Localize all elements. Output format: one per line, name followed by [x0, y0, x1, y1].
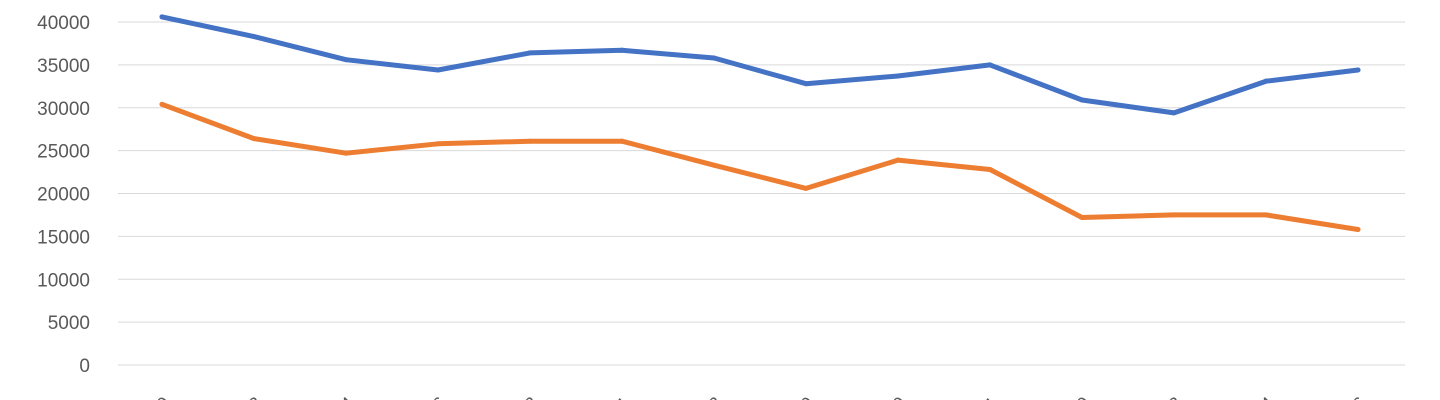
series-line-2: [159, 101, 1361, 232]
x-tick-label: 0: [153, 393, 174, 400]
x-axis-ticks: 03468189010346: [153, 393, 1370, 400]
series-1-point: [251, 34, 257, 40]
series-1-point: [1171, 110, 1177, 116]
x-tick-label: 4: [337, 393, 358, 400]
x-tick-label: 9: [797, 393, 818, 400]
y-tick-label: 30000: [37, 99, 90, 120]
series-2-point: [1079, 215, 1085, 221]
y-tick-label: 5000: [48, 313, 90, 334]
x-tick-label: 0: [889, 393, 910, 400]
series-2-point: [711, 162, 717, 168]
y-axis-ticks: 0 5000 10000 15000 20000 25000 30000 35000 40000: [37, 13, 90, 377]
series-1-point: [1263, 78, 1269, 84]
series-lines: [159, 14, 1361, 233]
series-1-point: [343, 57, 349, 63]
x-tick-label: 8: [521, 393, 542, 400]
x-tick-label: 1: [981, 393, 1002, 400]
series-1-point: [1355, 67, 1361, 73]
series-1-point: [1079, 97, 1085, 103]
x-tick-label: 6: [1349, 393, 1370, 400]
series-1-point: [527, 50, 533, 56]
y-tick-label: 40000: [37, 13, 90, 34]
series-2-point: [619, 138, 625, 144]
y-tick-label: 20000: [37, 185, 90, 206]
series-1-point: [619, 47, 625, 53]
y-tick-label: 15000: [37, 227, 90, 248]
series-1-point: [987, 62, 993, 68]
y-tick-label: 25000: [37, 142, 90, 163]
series-2-point: [159, 101, 165, 107]
x-tick-label: 1: [613, 393, 634, 400]
y-tick-label: 0: [79, 356, 90, 377]
series-2-point: [251, 136, 257, 142]
y-tick-label: 35000: [37, 56, 90, 77]
series-1-point: [803, 81, 809, 87]
x-tick-label: 4: [1257, 393, 1278, 400]
series-line-1: [159, 14, 1361, 116]
series-2-point: [435, 141, 441, 147]
series-2-point: [1171, 212, 1177, 218]
series-2-point: [1263, 212, 1269, 218]
series-2-point: [527, 138, 533, 144]
x-tick-label: 6: [429, 393, 450, 400]
series-1-point: [159, 14, 165, 20]
series-2-point: [987, 166, 993, 172]
series-1-point: [895, 73, 901, 79]
x-tick-label: 0: [1073, 393, 1094, 400]
series-2-point: [343, 150, 349, 156]
series-1-point: [711, 55, 717, 61]
x-tick-label: 8: [705, 393, 726, 400]
series-2-point: [1355, 227, 1361, 233]
series-2-point: [895, 157, 901, 163]
y-tick-label: 10000: [37, 270, 90, 291]
series-1-point: [435, 67, 441, 73]
x-tick-label: 3: [245, 393, 266, 400]
x-tick-label: 3: [1165, 393, 1186, 400]
series-2-point: [803, 185, 809, 191]
